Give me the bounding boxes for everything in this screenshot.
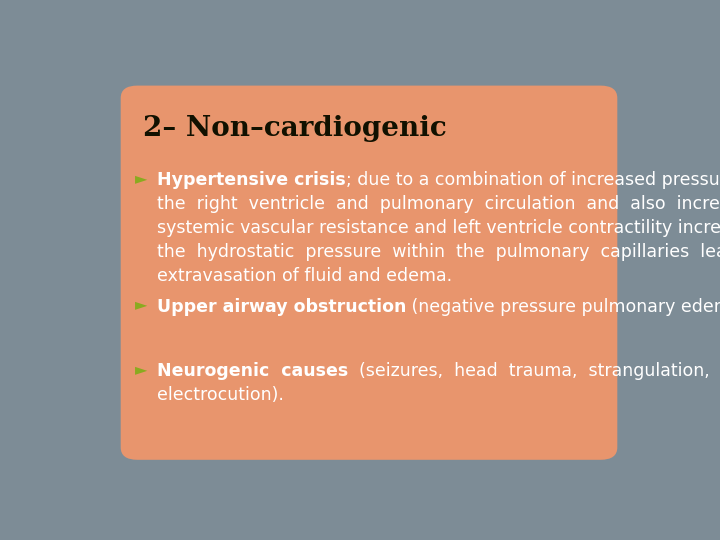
Text: the  hydrostatic  pressure  within  the  pulmonary  capillaries  leading  to: the hydrostatic pressure within the pulm… [157, 243, 720, 261]
Text: electrocution).: electrocution). [157, 386, 284, 404]
Text: the  right  ventricle  and  pulmonary  circulation  and  also  increased: the right ventricle and pulmonary circul… [157, 195, 720, 213]
FancyBboxPatch shape [121, 85, 617, 460]
Text: extravasation of fluid and edema.: extravasation of fluid and edema. [157, 267, 452, 285]
Text: ►: ► [135, 362, 147, 377]
Text: ; due to a combination of increased pressures in: ; due to a combination of increased pres… [346, 171, 720, 189]
Text: (negative pressure pulmonary edema ): (negative pressure pulmonary edema ) [406, 298, 720, 316]
Text: Upper airway obstruction: Upper airway obstruction [157, 298, 406, 316]
Text: (seizures,  head  trauma,  strangulation,  and: (seizures, head trauma, strangulation, a… [348, 362, 720, 380]
Text: 2– Non–cardiogenic: 2– Non–cardiogenic [143, 114, 446, 141]
Text: ►: ► [135, 171, 147, 186]
Text: Neurogenic  causes: Neurogenic causes [157, 362, 348, 380]
Text: ►: ► [135, 298, 147, 313]
Text: systemic vascular resistance and left ventricle contractility increasing: systemic vascular resistance and left ve… [157, 219, 720, 237]
Text: Hypertensive crisis: Hypertensive crisis [157, 171, 346, 189]
